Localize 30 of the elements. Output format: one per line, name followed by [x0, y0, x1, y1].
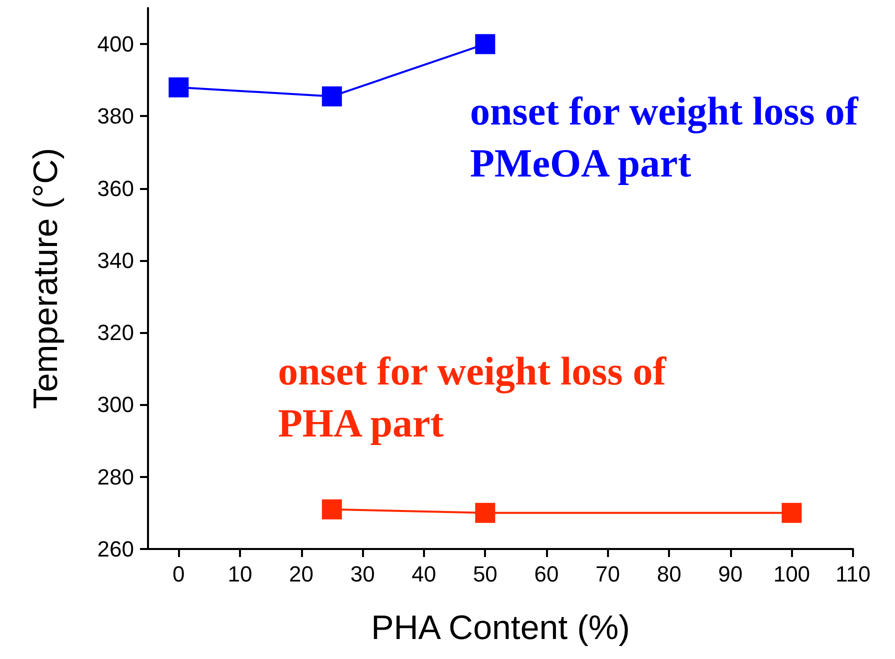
point	[322, 499, 342, 520]
x-tick-label: 100	[773, 562, 810, 586]
x-axis-title: PHA Content (%)	[371, 609, 630, 647]
y-tick-label: 260	[97, 536, 134, 562]
series-label: onset for weight loss of PHA part	[278, 348, 676, 446]
point	[168, 77, 189, 98]
x-tick-label: 70	[596, 562, 620, 586]
x-tick-label: 30	[350, 562, 375, 586]
series-label: onset for weight loss of PMeOA part	[470, 88, 868, 186]
x-tick-label: 110	[835, 562, 871, 586]
point	[475, 502, 496, 523]
x-tick-label: 10	[228, 562, 252, 586]
point	[475, 34, 496, 54]
y-tick-label: 280	[97, 464, 134, 490]
x-tick-label: 90	[718, 562, 743, 586]
point	[782, 502, 802, 523]
y-tick-label: 300	[97, 392, 134, 418]
x-tick-label: 40	[412, 562, 436, 586]
y-tick-label: 340	[97, 248, 134, 273]
y-tick-label: 400	[97, 32, 134, 57]
y-tick-label: 360	[97, 176, 134, 201]
x-tick-label: 20	[289, 562, 314, 586]
x-tick-label: 80	[656, 562, 682, 586]
x-tick-label: 60	[534, 562, 559, 586]
x-tick-label: 0	[172, 562, 185, 586]
y-tick-label: 320	[97, 320, 134, 346]
x-tick-label: 50	[472, 562, 498, 586]
y-axis-title: Temperature (°C)	[27, 148, 65, 410]
point	[322, 86, 342, 106]
y-tick-label: 380	[97, 104, 134, 129]
